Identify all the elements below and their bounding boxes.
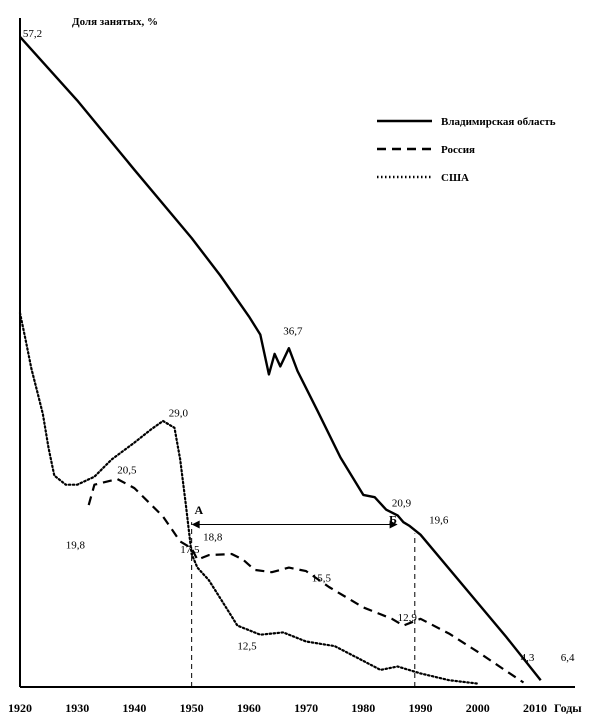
- x-tick-label-8: 2000: [466, 701, 490, 715]
- x-tick-label-2: 1940: [122, 701, 146, 715]
- data-label-3: 20,5: [117, 464, 137, 476]
- x-tick-label-5: 1970: [294, 701, 318, 715]
- marker-label-1: Б: [389, 512, 397, 526]
- data-label-4: 19,8: [66, 539, 86, 551]
- x-tick-labels: 1920 1930 1940 1950 1960 1970 1980 1990 2000 2010: [8, 701, 547, 715]
- chart-title: Доля занятых, %: [72, 16, 158, 28]
- legend-label-0: Владимирская область: [441, 116, 556, 128]
- series-line-2: [18, 311, 479, 685]
- x-tick-label-3: 1950: [180, 701, 204, 715]
- data-label-9: 12,5: [237, 640, 257, 652]
- data-label-0: 57,2: [23, 28, 42, 40]
- data-label-5: 17,5: [180, 544, 200, 556]
- data-label-10: 20,9: [392, 497, 412, 509]
- marker-label-0: А: [195, 503, 204, 517]
- legend-label-1: Россия: [441, 144, 475, 156]
- series-layer: [18, 35, 542, 685]
- legend: Владимирская область Россия США: [377, 116, 556, 184]
- series-line-0: [19, 35, 542, 681]
- x-axis-title: Годы: [554, 701, 582, 715]
- series-line-1: [87, 477, 525, 684]
- data-labels: 57,2 36,7 29,0 20,5 19,8 17,518,8 15,5 12,9 12,5…: [23, 28, 575, 664]
- data-label-7: 15,5: [312, 572, 332, 584]
- x-tick-label-7: 1990: [409, 701, 433, 715]
- axes: [19, 18, 575, 688]
- data-label-12: 4,3: [521, 652, 535, 664]
- data-label-2: 29,0: [169, 407, 189, 419]
- x-tick-label-1: 1930: [65, 701, 89, 715]
- legend-label-2: США: [441, 172, 469, 184]
- arrow-head-left: [191, 520, 200, 529]
- data-label-8: 12,9: [398, 612, 418, 624]
- data-label-13: 6,4: [561, 652, 575, 664]
- arrow-head-right: [389, 520, 398, 529]
- data-label-6: 18,8: [203, 531, 223, 543]
- x-tick-label-4: 1960: [237, 701, 261, 715]
- arrow-layer: АБ: [191, 503, 398, 529]
- data-label-1: 36,7: [283, 326, 303, 338]
- x-tick-label-6: 1980: [351, 701, 375, 715]
- x-tick-label-0: 1920: [8, 701, 32, 715]
- data-label-11: 19,6: [429, 514, 449, 526]
- x-tick-label-9: 2010: [523, 701, 547, 715]
